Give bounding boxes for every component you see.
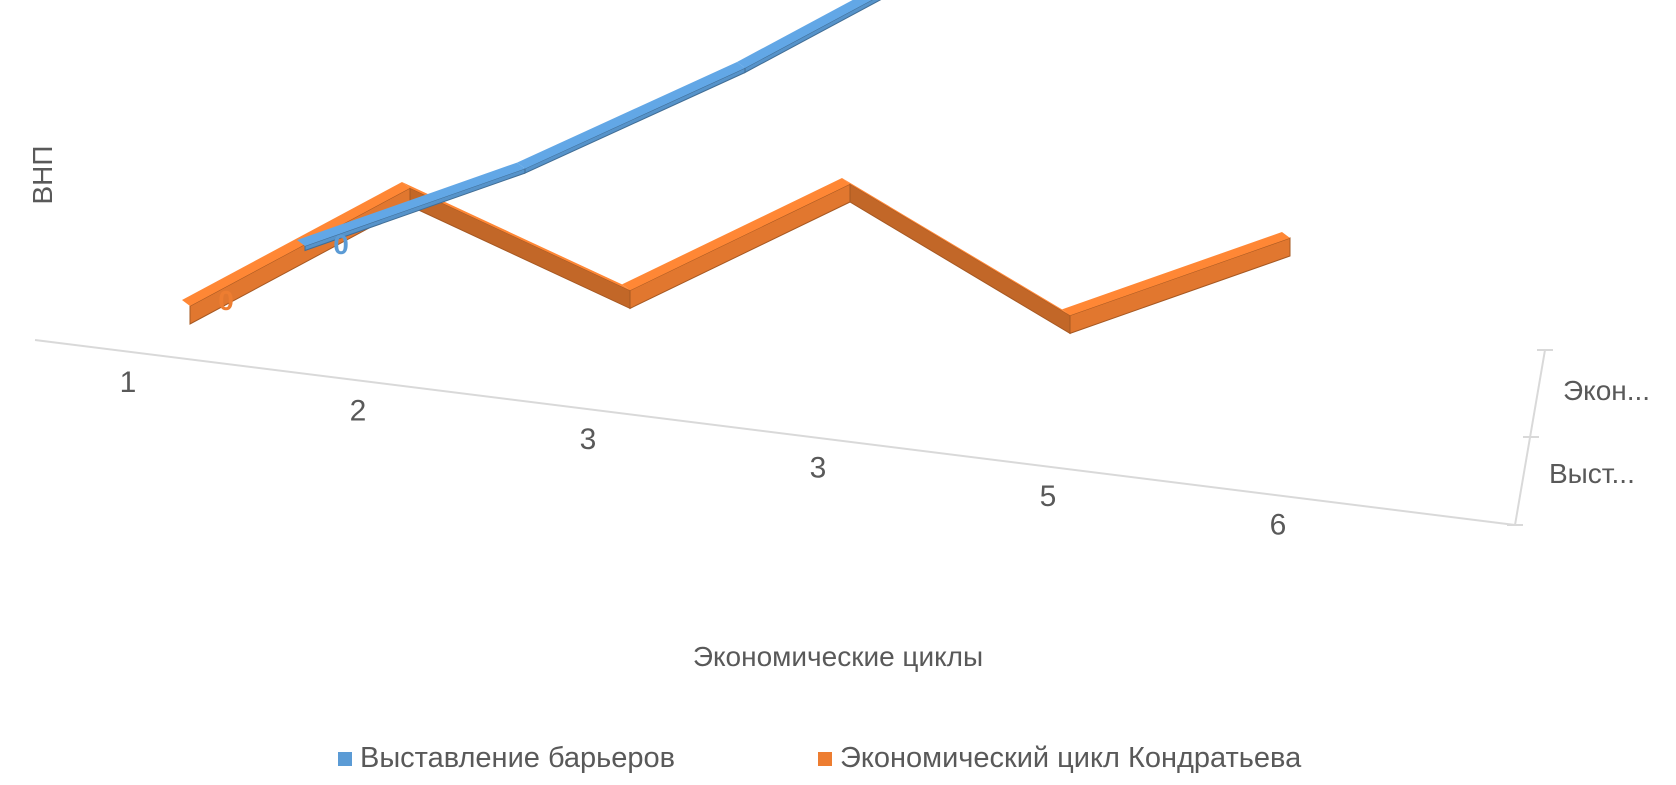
x-tick-label: 3 — [810, 452, 827, 485]
ribbon-segment — [1069, 237, 1291, 335]
x-tick-label: 5 — [1040, 480, 1057, 513]
ribbon-top-face — [622, 178, 850, 291]
data-label: 0 — [218, 285, 234, 316]
series-axis-label-barriers: Выст... — [1549, 458, 1635, 489]
legend-label-barriers: Выставление барьеров — [360, 742, 675, 774]
legend: Выставление барьеров Экономический цикл … — [338, 742, 1302, 774]
ribbon-top-face — [517, 62, 745, 169]
legend-swatch-barriers — [338, 752, 352, 766]
series-barriers-ribbon: 0 — [297, 0, 882, 260]
x-tick-label: 6 — [1270, 509, 1287, 542]
x-tick-label: 1 — [120, 366, 137, 399]
ribbon-segment — [524, 67, 746, 174]
chart-axes — [34, 339, 1553, 526]
ribbon-segment — [629, 183, 851, 310]
y-axis-title: ВНП — [27, 145, 58, 204]
ribbon-top-face — [297, 162, 525, 246]
ribbon-top-face — [737, 0, 872, 68]
x-tick-label: 3 — [580, 423, 597, 456]
ribbon-top-face — [842, 178, 1070, 316]
ribbon-top-face — [402, 182, 630, 291]
x-tick-label: 2 — [350, 395, 367, 428]
category-axis-line — [34, 339, 1516, 526]
legend-label-kondratiev: Экономический цикл Кондратьева — [840, 742, 1302, 774]
category-tick-labels: 1 2 3 3 5 6 — [120, 366, 1287, 542]
ribbon-segment — [849, 183, 1071, 335]
series-axis-label-econ: Экон... — [1563, 375, 1650, 406]
ribbon-top-face — [1062, 232, 1290, 316]
ribbon-segment — [744, 0, 882, 74]
ribbon-segment — [409, 187, 631, 310]
data-label: 0 — [333, 229, 349, 260]
legend-swatch-kondratiev — [818, 752, 832, 766]
x-axis-title: Экономические циклы — [693, 641, 983, 672]
ribbon-top-face — [182, 182, 410, 306]
